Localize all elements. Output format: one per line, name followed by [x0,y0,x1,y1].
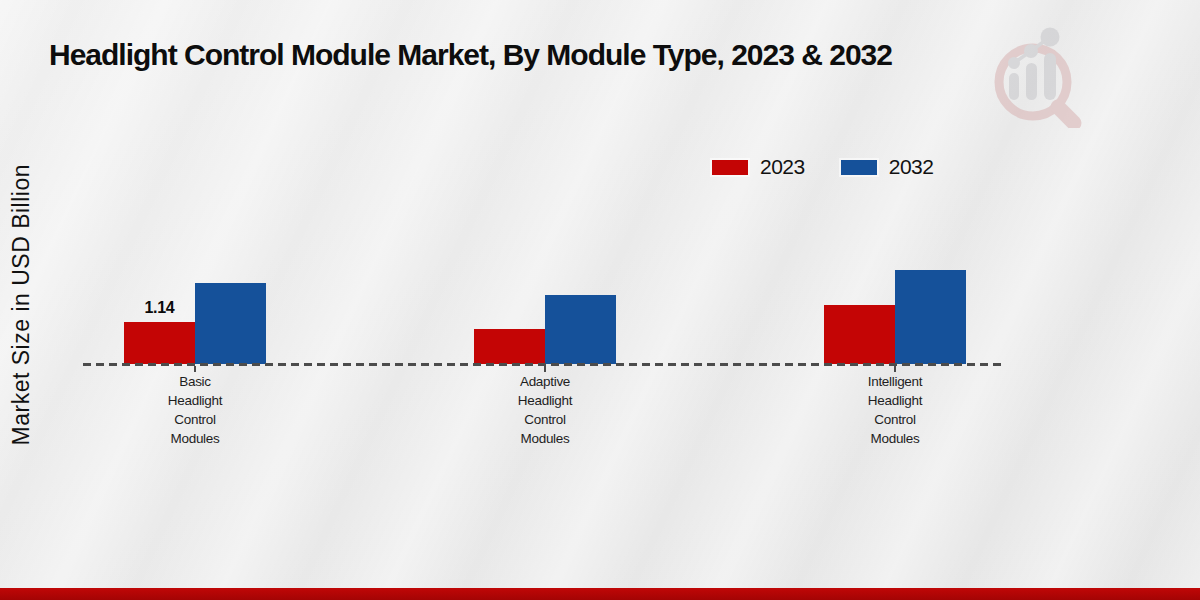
bar-2023-group2 [474,329,545,364]
category-label: BasicHeadlightControlModules [115,372,275,448]
legend-item-2032: 2032 [841,155,934,179]
bar-value-label: 1.14 [120,299,200,317]
chart-canvas: Headlight Control Module Market, By Modu… [0,0,1200,600]
bar-2032-group2 [545,295,616,364]
legend-item-2023: 2023 [712,155,805,179]
footer-accent-bar [0,588,1200,600]
bar-2032-group1 [195,283,266,364]
bar-2032-group3 [895,270,966,364]
legend-swatch-2023 [712,160,748,175]
category-label: IntelligentHeadlightControlModules [815,372,975,448]
legend-swatch-2032 [841,160,877,175]
chart-title: Headlight Control Module Market, By Modu… [49,38,892,72]
legend-label-2023: 2023 [760,155,805,179]
category-label: AdaptiveHeadlightControlModules [465,372,625,448]
bar-2023-group1 [124,322,195,364]
legend: 2023 2032 [712,155,933,179]
plot-area: BasicHeadlightControlModules AdaptiveHead… [0,0,1200,600]
legend-label-2032: 2032 [889,155,934,179]
bar-2023-group3 [824,305,895,364]
